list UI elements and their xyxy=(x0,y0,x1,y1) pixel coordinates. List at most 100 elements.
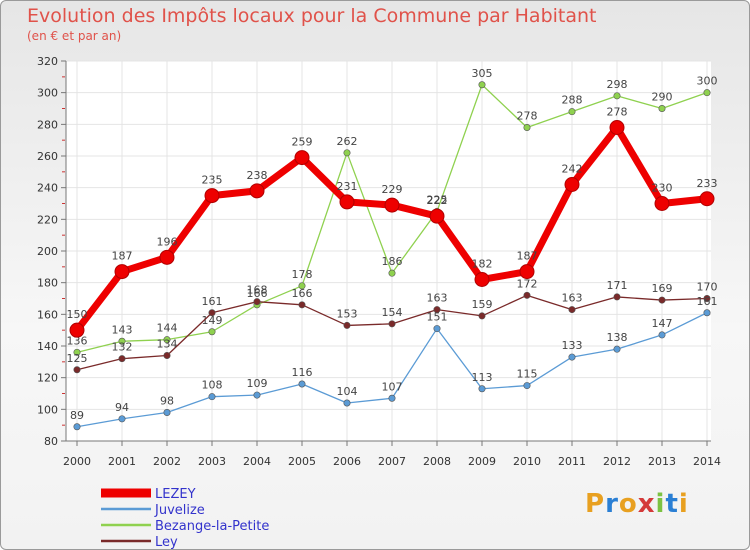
data-point xyxy=(478,385,486,393)
data-point xyxy=(163,336,171,344)
data-point xyxy=(699,191,715,207)
data-label: 144 xyxy=(157,322,178,335)
data-point xyxy=(433,325,441,333)
data-label: 290 xyxy=(652,91,673,104)
x-tick-label: 2010 xyxy=(513,455,541,468)
y-tick-label: 120 xyxy=(37,372,58,385)
legend-item-bezange-la-petite: Bezange-la-Petite xyxy=(101,519,269,534)
data-label: 262 xyxy=(337,135,358,148)
data-label: 182 xyxy=(472,258,493,271)
data-label: 138 xyxy=(607,331,628,344)
data-point xyxy=(609,120,625,135)
legend-label: Ley xyxy=(155,535,178,550)
chart-subtitle: (en € et par an) xyxy=(27,29,122,43)
legend-item-juvelize: Juvelize xyxy=(101,503,205,518)
x-tick-label: 2006 xyxy=(333,455,361,468)
data-point xyxy=(253,298,261,306)
data-label: 151 xyxy=(427,311,448,324)
data-point xyxy=(388,394,396,402)
data-point xyxy=(118,337,126,345)
data-point xyxy=(118,415,126,423)
data-label: 288 xyxy=(562,94,583,107)
data-label: 133 xyxy=(562,339,583,352)
x-tick-label: 2011 xyxy=(558,455,586,468)
data-point xyxy=(69,322,85,338)
x-tick-label: 2012 xyxy=(603,455,631,468)
data-label: 143 xyxy=(112,323,133,336)
data-label: 233 xyxy=(697,177,718,190)
x-tick-label: 2009 xyxy=(468,455,496,468)
data-label: 125 xyxy=(67,352,88,365)
data-label: 169 xyxy=(652,282,673,295)
data-label: 108 xyxy=(202,379,223,392)
data-point xyxy=(429,208,445,224)
data-point xyxy=(339,194,355,210)
data-label: 231 xyxy=(337,180,358,193)
x-tick-label: 2002 xyxy=(153,455,181,468)
data-label: 89 xyxy=(70,409,84,422)
data-label: 196 xyxy=(157,235,178,248)
legend-label: LEZEY xyxy=(155,487,196,502)
data-point xyxy=(253,391,261,399)
data-label: 163 xyxy=(427,292,448,305)
data-label: 225 xyxy=(427,193,448,206)
data-point xyxy=(204,188,220,204)
data-label: 136 xyxy=(67,334,88,347)
data-point xyxy=(73,423,81,431)
data-label: 98 xyxy=(160,395,174,408)
data-point xyxy=(163,408,171,416)
data-point xyxy=(613,345,621,353)
data-point xyxy=(568,108,576,116)
data-point xyxy=(298,282,306,290)
data-point xyxy=(703,89,711,97)
data-label: 94 xyxy=(115,401,129,414)
x-tick-label: 2001 xyxy=(108,455,136,468)
legend-label: Juvelize xyxy=(154,503,205,518)
data-label: 159 xyxy=(472,298,493,311)
data-point xyxy=(343,321,351,329)
x-tick-label: 2000 xyxy=(63,455,91,468)
data-label: 161 xyxy=(697,295,718,308)
data-point xyxy=(474,272,490,287)
data-point xyxy=(163,351,171,359)
data-point xyxy=(73,348,81,356)
data-label: 305 xyxy=(472,67,493,80)
data-point xyxy=(658,296,666,304)
data-point xyxy=(388,320,396,328)
data-point xyxy=(658,105,666,113)
data-label: 187 xyxy=(517,250,538,263)
data-label: 278 xyxy=(517,110,538,123)
data-label: 238 xyxy=(247,169,268,182)
data-label: 154 xyxy=(382,306,403,319)
y-tick-label: 260 xyxy=(37,150,58,163)
data-point xyxy=(298,380,306,388)
data-label: 116 xyxy=(292,366,313,379)
series-lezey: 150 187 196 235 238 259 231 229 222 182 187 242 278 2… xyxy=(67,106,718,338)
x-tick-label: 2007 xyxy=(378,455,406,468)
y-tick-label: 140 xyxy=(37,340,58,353)
data-label: 109 xyxy=(247,377,268,390)
data-label: 168 xyxy=(247,284,268,297)
legend-label: Bezange-la-Petite xyxy=(155,519,269,534)
data-point xyxy=(523,382,531,390)
data-point xyxy=(613,92,621,100)
data-point xyxy=(703,294,711,302)
data-label: 115 xyxy=(517,368,538,381)
x-tick-label: 2008 xyxy=(423,455,451,468)
data-label: 170 xyxy=(697,281,718,294)
data-label: 132 xyxy=(112,341,133,354)
data-label: 259 xyxy=(292,136,313,149)
data-point xyxy=(343,149,351,157)
data-label: 171 xyxy=(607,279,628,292)
data-point xyxy=(208,328,216,336)
series-juvelize: 89 94 98 108 109 116 104 107 151 113 115 133 138 147 1… xyxy=(70,295,718,431)
data-point xyxy=(478,81,486,89)
data-point xyxy=(478,312,486,320)
data-label: 147 xyxy=(652,317,673,330)
data-label: 134 xyxy=(157,338,178,351)
data-point xyxy=(208,309,216,317)
data-point xyxy=(294,150,310,166)
data-label: 166 xyxy=(292,287,313,300)
